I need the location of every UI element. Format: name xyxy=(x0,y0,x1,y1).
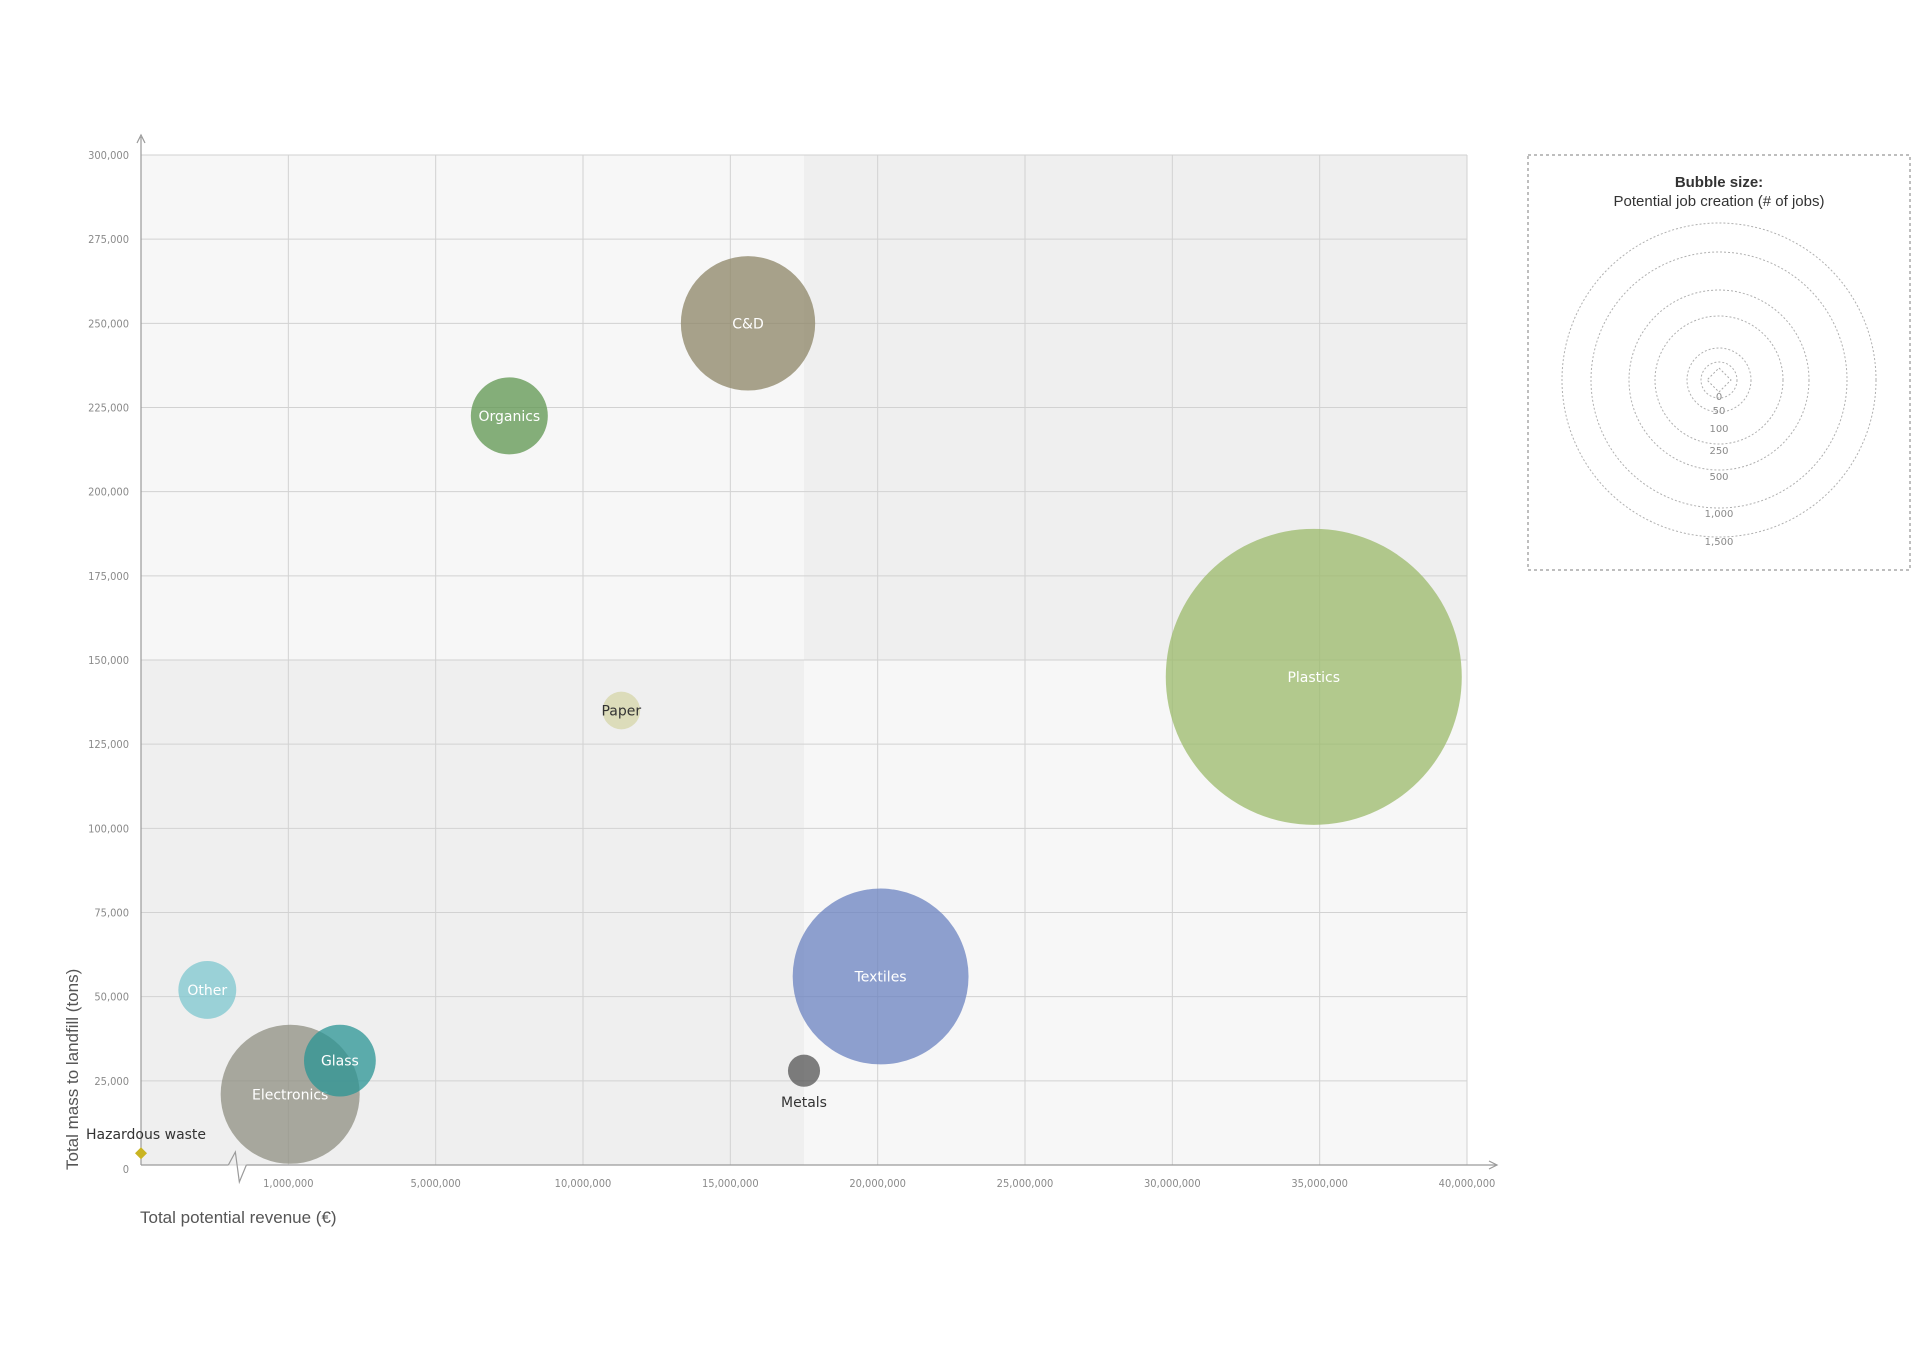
y-tick-label: 50,000 xyxy=(94,991,129,1004)
y-tick-label: 275,000 xyxy=(88,233,129,246)
y-tick-label: 75,000 xyxy=(94,907,129,920)
bubble-label-glass: Glass xyxy=(321,1054,359,1070)
x-tick-label: 25,000,000 xyxy=(997,1177,1054,1190)
bubble-label-organics: Organics xyxy=(478,409,540,425)
y-tick-label: 300,000 xyxy=(88,149,129,162)
legend-circle xyxy=(1700,361,1738,399)
y-axis-arrow xyxy=(136,133,146,144)
y-tick-label: 200,000 xyxy=(88,486,129,499)
bubble-hazardous-waste xyxy=(135,1147,147,1160)
y-tick-label: 250,000 xyxy=(88,317,129,330)
y-axis-title: Total mass to landfill (tons) xyxy=(63,969,82,1170)
x-tick-label: 35,000,000 xyxy=(1291,1177,1348,1190)
legend-tick-label: 100 xyxy=(1709,424,1728,435)
bubble-plastics xyxy=(1165,528,1462,825)
legend-circle xyxy=(1590,251,1848,509)
bubble-organics xyxy=(470,377,548,455)
y-tick-label: 225,000 xyxy=(88,402,129,415)
x-axis-arrow xyxy=(1488,1160,1499,1170)
bubble-label-electronics: Electronics xyxy=(252,1087,328,1103)
bubble-label-hazardous-waste: Hazardous waste xyxy=(86,1127,206,1143)
legend-tick-label: 1,000 xyxy=(1705,509,1734,520)
x-tick-label: 1,000,000 xyxy=(263,1177,313,1190)
y-tick-label: 25,000 xyxy=(94,1075,129,1088)
bubble-label-metals: Metals xyxy=(781,1095,827,1111)
y-tick-label: 125,000 xyxy=(88,738,129,751)
legend-box xyxy=(1527,154,1911,571)
x-tick-label: 5,000,000 xyxy=(410,1177,460,1190)
x-tick-label: 30,000,000 xyxy=(1144,1177,1201,1190)
legend-tick-label: 250 xyxy=(1709,446,1728,457)
y-tick-label: 175,000 xyxy=(88,570,129,583)
bubble-c-d xyxy=(680,256,816,391)
legend-circle xyxy=(1686,347,1752,413)
bubble-label-plastics: Plastics xyxy=(1287,670,1340,686)
bubble-paper xyxy=(602,691,641,730)
y-tick-label: 0 xyxy=(123,1163,129,1176)
legend-title: Bubble size: xyxy=(1675,174,1763,191)
legend-tick-label: 500 xyxy=(1709,472,1728,483)
y-tick-label: 100,000 xyxy=(88,822,129,835)
x-tick-label: 40,000,000 xyxy=(1439,1177,1496,1190)
x-tick-label: 20,000,000 xyxy=(849,1177,906,1190)
legend-circle xyxy=(1561,222,1877,538)
legend-subtitle: Potential job creation (# of jobs) xyxy=(1614,193,1825,210)
bubble-other xyxy=(178,960,237,1019)
x-tick-label: 15,000,000 xyxy=(702,1177,759,1190)
y-tick-label: 150,000 xyxy=(88,654,129,667)
bubble-glass xyxy=(304,1024,376,1097)
legend-tick-label: 1,500 xyxy=(1705,537,1734,548)
x-tick-label: 10,000,000 xyxy=(555,1177,612,1190)
bubble-metals xyxy=(787,1054,821,1087)
legend-circle xyxy=(1654,315,1784,445)
bubble-label-paper: Paper xyxy=(601,704,641,720)
bubble-label-other: Other xyxy=(187,983,227,999)
bubble-label-c-d: C&D xyxy=(732,316,763,332)
bubble-label-textiles: Textiles xyxy=(854,969,907,985)
x-axis-title: Total potential revenue (€) xyxy=(140,1208,337,1227)
legend-circle xyxy=(1628,289,1810,471)
legend-tick-label: 50 xyxy=(1713,406,1726,417)
bubble-textiles xyxy=(792,888,969,1065)
x-axis-break xyxy=(227,1150,247,1185)
legend-marker-zero xyxy=(1706,367,1732,393)
